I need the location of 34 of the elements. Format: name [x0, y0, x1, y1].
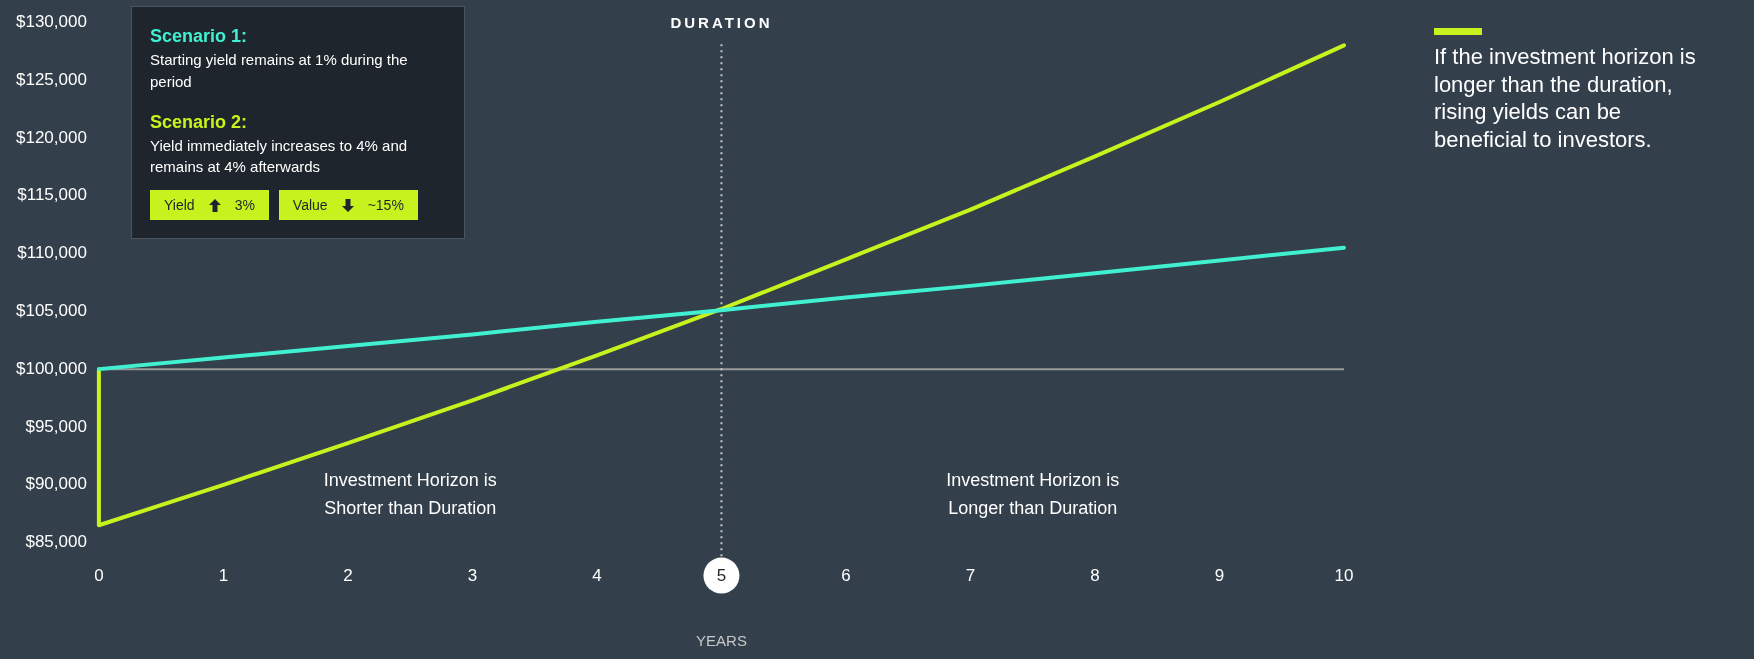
text: If the investment horizon is longer than the duration, rising yields can be beneficial to investors. — [1434, 43, 1697, 153]
x-tick-label: 9 — [1214, 566, 1225, 586]
ref-line-label: DURATION — [670, 14, 773, 32]
y-tick-label: $125,000 — [16, 69, 87, 89]
annotation: 3% — [234, 196, 255, 216]
x-tick-label: 10 — [1334, 566, 1354, 586]
y-tick-label: $90,000 — [25, 474, 87, 494]
text: Scenario 1: — [150, 26, 248, 46]
x-axis-title: YEARS — [696, 632, 747, 650]
text: Scenario 2: — [150, 111, 248, 132]
x-tick-label: 1 — [218, 566, 229, 586]
y-tick-label: $130,000 — [16, 11, 87, 31]
x-tick-label: 3 — [467, 566, 478, 586]
x-tick-label: 6 — [841, 566, 851, 586]
x-tick-label: 7 — [965, 566, 976, 586]
annotation: Investment Horizon is Shorter than Duration — [323, 469, 497, 518]
y-tick-label: $105,000 — [16, 301, 87, 320]
annotation: Starting yield remains at 1% during the period — [150, 50, 409, 92]
x-tick-label: 2 — [343, 566, 353, 586]
annotation: Yield — [164, 196, 195, 216]
y-tick-label: $110,000 — [17, 243, 87, 263]
x-tick-label: 4 — [592, 566, 602, 586]
y-tick-label: $115,000 — [17, 185, 87, 205]
annotation: Value — [292, 196, 328, 216]
annotation: Investment Horizon is Longer than Duration — [946, 469, 1120, 518]
x-tick-label: 0 — [94, 566, 104, 586]
y-tick-label: $120,000 — [16, 127, 87, 147]
y-tick-label: $95,000 — [25, 416, 87, 436]
y-tick-label: $85,000 — [25, 532, 87, 552]
annotation: ~15% — [367, 196, 404, 216]
annotation: Yield immediately increases to 4% and remains at 4% afterwards — [150, 135, 409, 178]
x-tick-label: 8 — [1090, 566, 1100, 586]
x-tick-label: 5 — [716, 566, 727, 586]
y-tick-label: $100,000 — [16, 358, 87, 378]
